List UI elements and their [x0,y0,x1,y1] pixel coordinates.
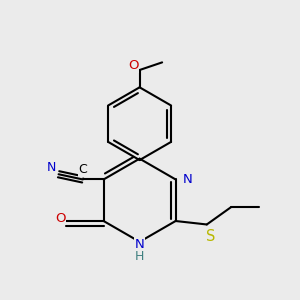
Text: O: O [55,212,66,225]
Text: O: O [128,59,139,72]
Text: C: C [78,163,87,176]
Text: N: N [47,161,56,174]
Text: H: H [135,250,144,263]
Text: N: N [183,173,193,186]
Text: N: N [135,238,145,251]
Text: S: S [206,229,216,244]
